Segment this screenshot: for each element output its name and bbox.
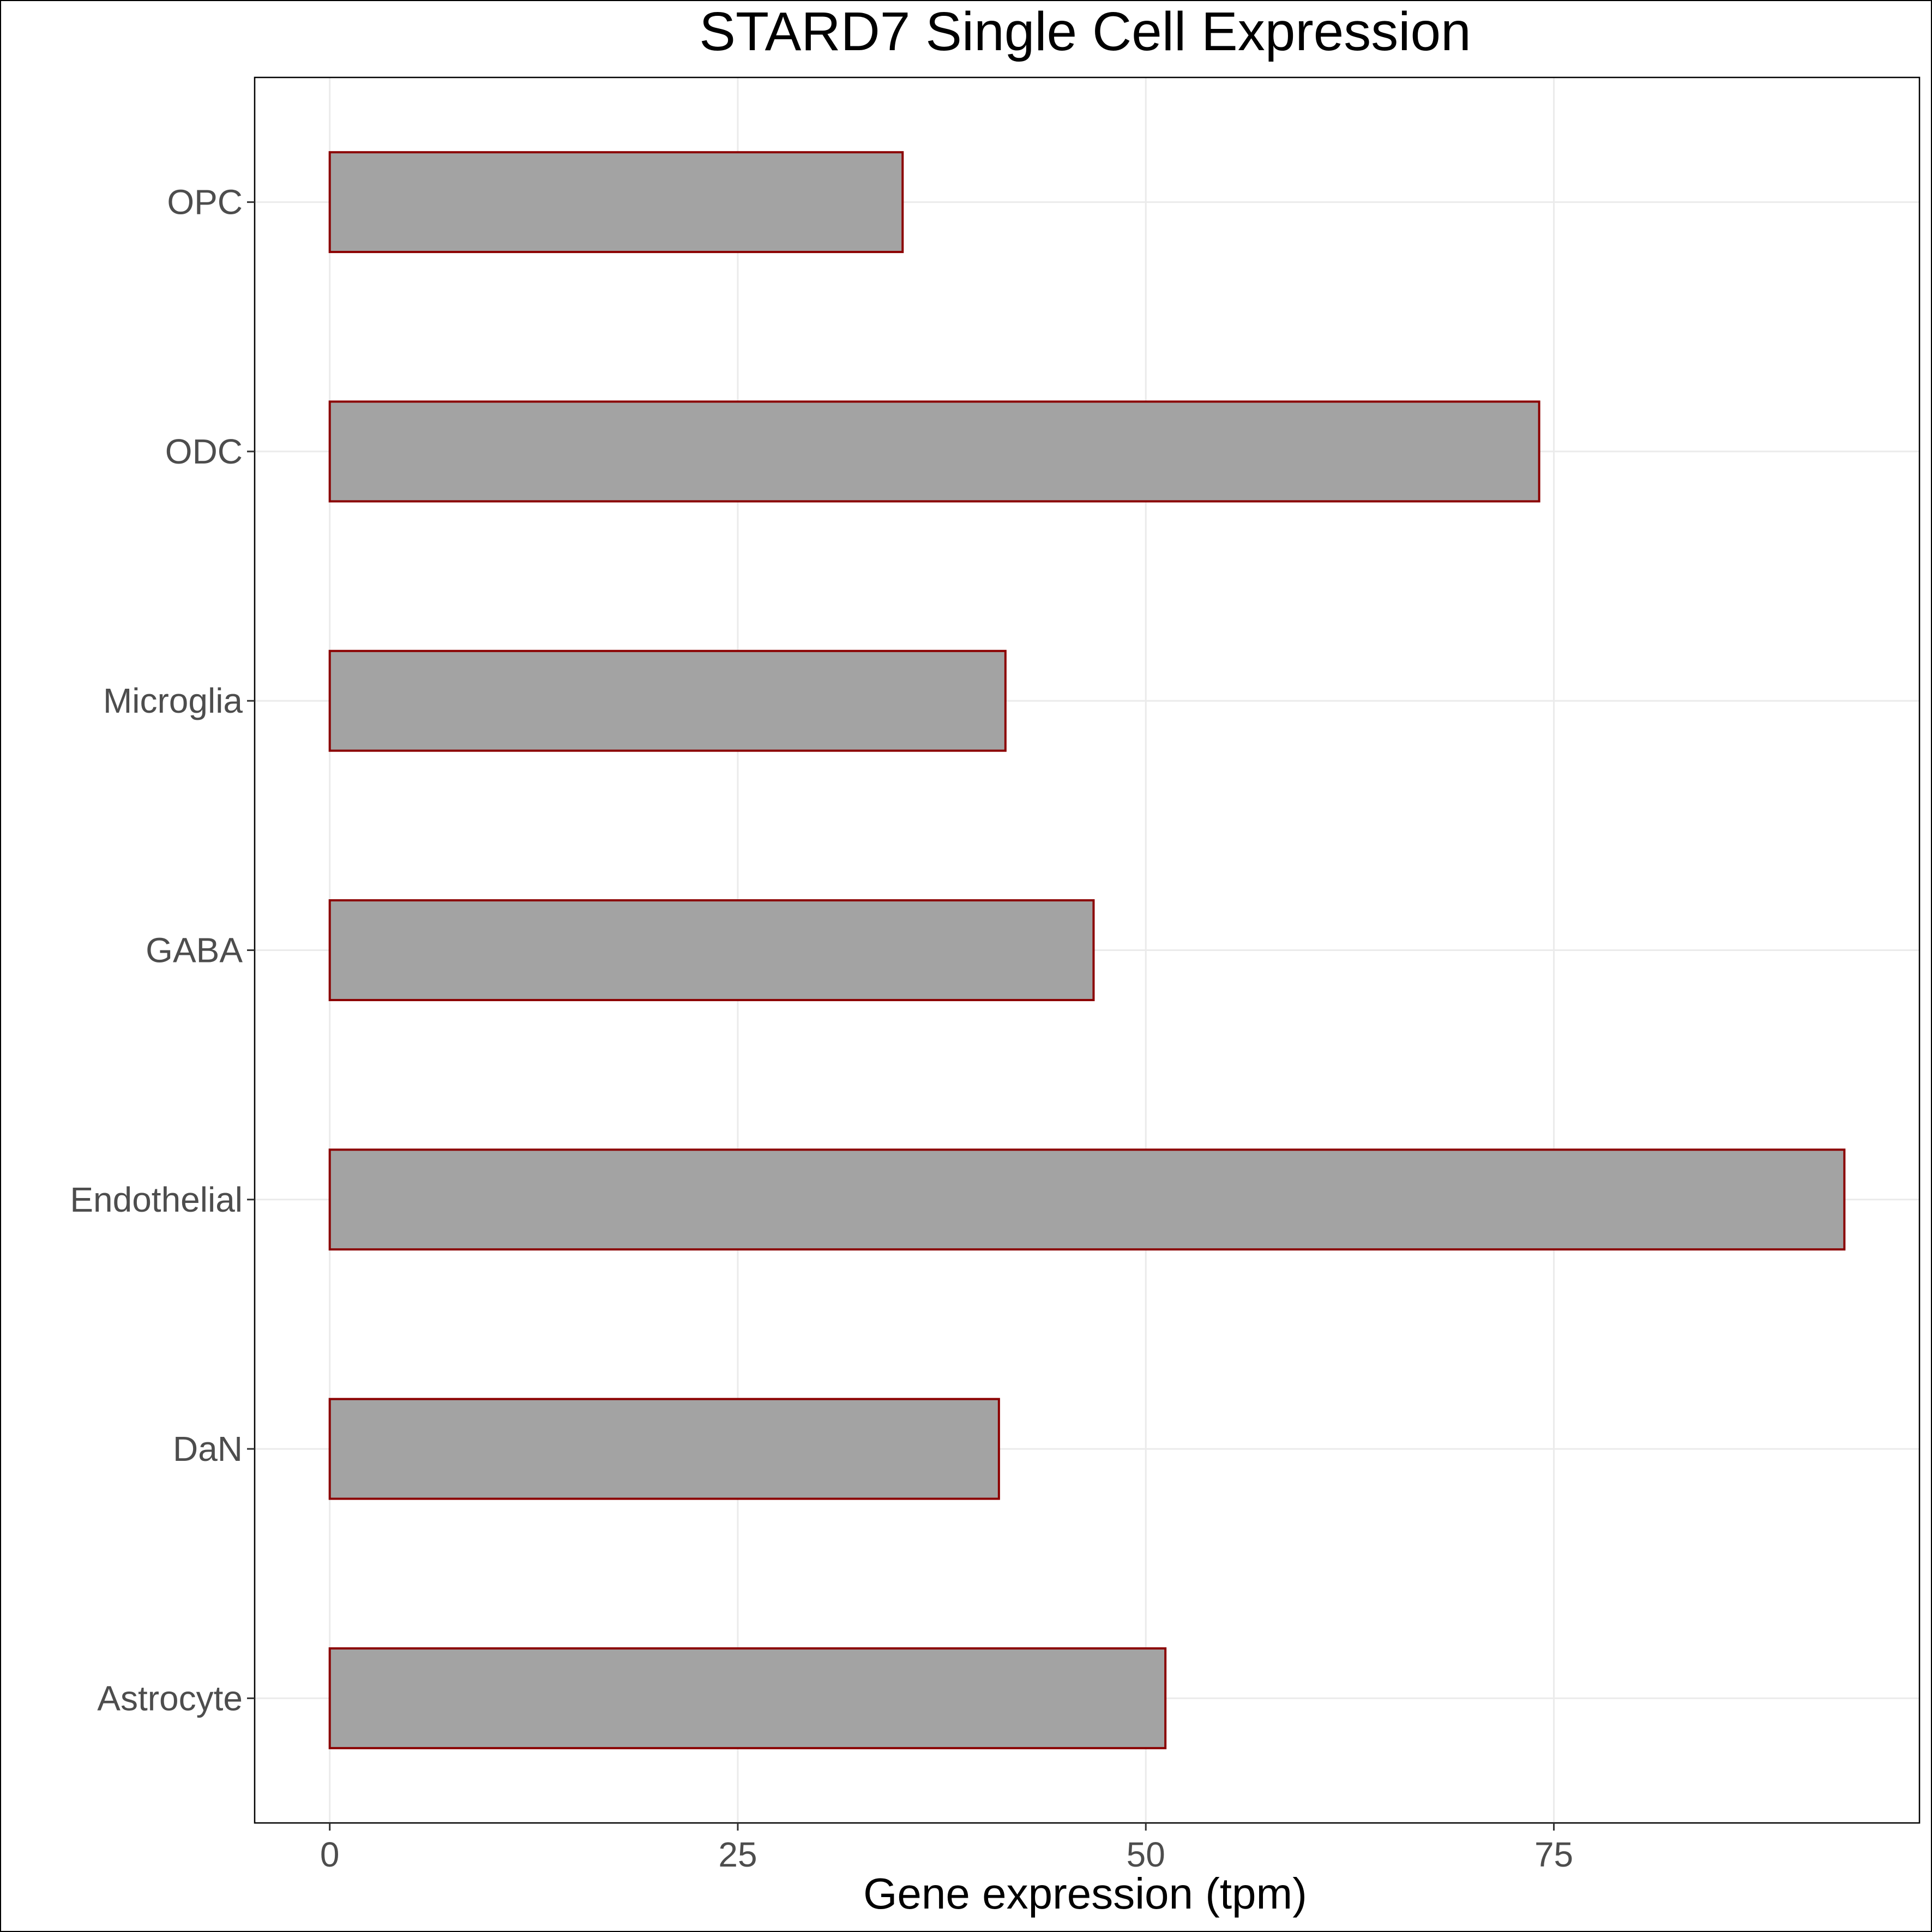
y-tick-label-endothelial: Endothelial: [70, 1180, 243, 1219]
y-tick-label-opc: OPC: [167, 183, 243, 222]
x-tick-label-1: 25: [718, 1835, 757, 1874]
bars-layer: [328, 151, 1846, 1749]
bar-microglia: [328, 649, 1007, 752]
bar-opc: [328, 151, 904, 254]
x-axis-title: Gene expression (tpm): [863, 1869, 1307, 1918]
bar-gaba: [328, 899, 1095, 1001]
bar-endothelial: [328, 1148, 1846, 1251]
x-tick-label-3: 75: [1534, 1835, 1573, 1874]
x-tick-label-0: 0: [320, 1835, 340, 1874]
y-tick-label-gaba: GABA: [146, 931, 243, 970]
x-tick-label-2: 50: [1127, 1835, 1165, 1874]
y-tick-label-microglia: Microglia: [103, 681, 243, 720]
y-tick-label-astrocyte: Astrocyte: [97, 1678, 243, 1718]
chart-title: STARD7 Single Cell Expression: [699, 1, 1471, 62]
ticks-layer: Astrocyte DaN Endothelial GABA Microglia ODC O…: [70, 183, 1573, 1874]
y-tick-label-odc: ODC: [165, 432, 243, 471]
bar-astrocyte: [328, 1647, 1167, 1749]
y-tick-label-dan: DaN: [173, 1429, 243, 1468]
bar-dan: [328, 1398, 1000, 1500]
bar-odc: [328, 400, 1540, 503]
